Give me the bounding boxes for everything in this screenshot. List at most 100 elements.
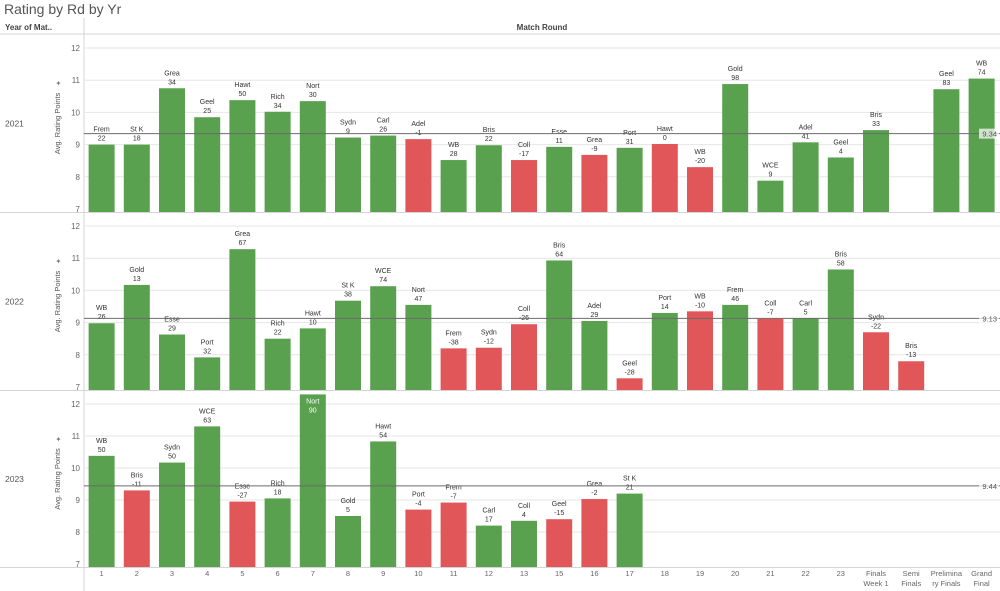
panel-2021: 7 8 9 10 11 12 Avg. Rating Points ✦ 2021 Frem 22 St… (0, 44, 1000, 214)
bar-margin-label: -15 (554, 510, 564, 517)
bar-2021-5 (229, 100, 256, 212)
x-tick-label: 23 (837, 569, 845, 578)
bar-team-label: Coll (518, 503, 531, 510)
bar-margin-label: 26 (379, 127, 387, 134)
bar-2021-8 (335, 137, 361, 212)
pin-icon: ✦ (55, 258, 63, 264)
bar-team-label: Esse (164, 317, 180, 324)
x-tick-label: 2 (135, 569, 139, 578)
bar-2021-12 (475, 145, 502, 212)
bar-2022-15 (546, 260, 573, 390)
bar-2021-Grand Final (968, 78, 995, 212)
bar-team-label: Sydn (868, 314, 884, 321)
bar-margin-label: 63 (203, 417, 211, 424)
bar-margin-label: 22 (274, 330, 282, 337)
bar-margin-label: -7 (767, 310, 773, 317)
reference-label-bg (979, 313, 999, 324)
bar-margin-label: -12 (484, 339, 494, 346)
x-tick-label: 1 (100, 569, 104, 578)
bar-margin-label: -9 (591, 146, 597, 153)
y-tick-label: 7 (76, 383, 81, 392)
y-tick-label: 9 (76, 141, 81, 150)
bar-2023-4 (194, 426, 221, 567)
bar-margin-label: 47 (415, 296, 423, 303)
bar-team-label: Grea (587, 137, 603, 144)
x-tick-label: 5 (240, 569, 244, 578)
x-tick-label: 6 (276, 569, 280, 578)
bar-team-label: WCE (375, 268, 392, 275)
bar-margin-label: 67 (239, 240, 247, 247)
bar-2021-18 (651, 143, 678, 212)
column-dimension-header: Match Round (517, 23, 568, 32)
bar-2021-19 (687, 167, 713, 212)
bar-margin-label: 31 (626, 139, 634, 146)
bar-margin-label: 11 (556, 138, 563, 145)
bar-team-label: Bris (131, 472, 144, 479)
bar-2022-21 (757, 318, 784, 390)
bar-2021-17 (616, 147, 643, 212)
y-tick-label: 11 (72, 254, 81, 263)
bar-2022-13 (511, 324, 537, 390)
bar-margin-label: 13 (133, 276, 141, 283)
bar-2023-5 (229, 501, 256, 567)
y-tick-label: 12 (71, 400, 80, 409)
bar-team-label: Hawt (234, 82, 250, 89)
bar-margin-label: 4 (522, 512, 526, 519)
bar-margin-label: -27 (237, 493, 247, 500)
x-tick-label: 20 (731, 569, 739, 578)
y-tick-label: 11 (72, 432, 81, 441)
bar-2022-10 (405, 304, 432, 390)
bar-team-label: Coll (764, 301, 777, 308)
bar-2021-13 (511, 160, 537, 212)
pin-icon: ✦ (55, 80, 63, 86)
bar-2023-13 (511, 520, 537, 567)
y-tick-label: 12 (71, 44, 80, 53)
bar-margin-label: 29 (168, 326, 176, 333)
bar-2021-10 (405, 139, 432, 212)
bar-margin-label: 9 (346, 129, 350, 136)
bar-team-label: Adel (799, 124, 813, 131)
bar-team-label: Geel (552, 501, 567, 508)
pin-icon: ✦ (55, 436, 63, 442)
bar-2022-Semi Finals (898, 361, 925, 390)
bar-margin-label: -11 (132, 481, 142, 488)
bar-margin-label: 83 (943, 80, 951, 87)
y-axis-title: Avg. Rating Points (53, 270, 62, 332)
bar-team-label: Frem (445, 485, 462, 492)
bar-margin-label: 64 (555, 251, 563, 258)
y-tick-label: 10 (71, 464, 80, 473)
bar-2023-6 (264, 498, 291, 567)
bar-margin-label: 25 (203, 108, 211, 115)
bar-margin-label: 74 (978, 70, 986, 77)
bar-2021-21 (757, 180, 784, 212)
bar-team-label: Rich (271, 94, 285, 101)
bar-team-label: Gold (129, 267, 144, 274)
bar-team-label: Sydn (340, 120, 356, 127)
bar-margin-label: 21 (626, 485, 634, 492)
bar-team-label: Grea (587, 481, 603, 488)
bar-team-label: Esse (551, 129, 567, 136)
bar-team-label: Bris (553, 242, 566, 249)
bar-team-label: Nort (306, 398, 319, 405)
bar-2022-17 (616, 378, 643, 390)
bar-margin-label: 54 (379, 432, 387, 439)
bar-team-label: Esse (235, 484, 251, 491)
bar-margin-label: 9 (768, 172, 772, 179)
bar-team-label: Gold (341, 498, 356, 505)
bar-margin-label: 28 (450, 151, 458, 158)
x-tick-label: Semi (903, 569, 920, 578)
bar-margin-label: 50 (239, 91, 247, 98)
bar-team-label: St K (623, 476, 637, 483)
reference-label-bg (979, 128, 999, 139)
bar-2021-6 (264, 111, 291, 212)
bar-2022-12 (475, 347, 502, 390)
bar-2022-22 (792, 318, 819, 390)
reference-label: 9.44 (982, 482, 997, 491)
bar-2021-11 (440, 160, 467, 212)
x-tick-label: 19 (696, 569, 704, 578)
chart-panels: 7 8 9 10 11 12 Avg. Rating Points ✦ 2021 Frem 22 St… (0, 44, 1000, 569)
x-tick-label: 18 (661, 569, 669, 578)
bar-team-label: Adel (411, 121, 425, 128)
bar-2023-10 (405, 509, 432, 567)
